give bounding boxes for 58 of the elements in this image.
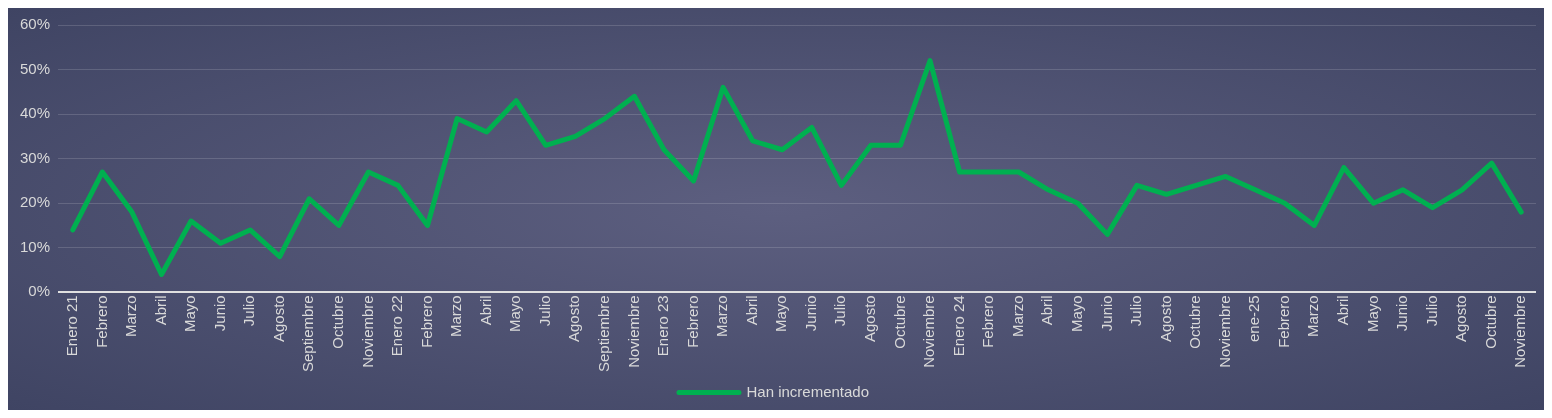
x-tick-label: Enero 22	[388, 295, 406, 357]
x-tick-label: Junio	[1393, 295, 1411, 332]
x-tick-label: Junio	[801, 295, 819, 332]
x-tick-label: Marzo	[713, 295, 731, 337]
x-tick-label: Febrero	[979, 295, 997, 348]
x-tick-label: Febrero	[683, 295, 701, 348]
x-tick-label: Julio	[1422, 295, 1440, 327]
x-tick-label: Octubre	[1186, 295, 1204, 349]
x-tick-label: Abril	[742, 295, 760, 326]
x-tick-label: Febrero	[1274, 295, 1292, 348]
x-tick-label: Enero 24	[949, 295, 967, 357]
x-tick-label: Mayo	[772, 295, 790, 332]
x-tick-label: Junio	[210, 295, 228, 332]
x-tick-label: Marzo	[1304, 295, 1322, 337]
x-tick-label: Junio	[1097, 295, 1115, 332]
x-tick-label: Mayo	[1067, 295, 1085, 332]
x-tick-label: Abril	[1334, 295, 1351, 326]
x-tick-label: Octubre	[890, 295, 908, 349]
y-tick-label: 60%	[19, 15, 51, 33]
x-tick-label: Septiembre	[595, 295, 613, 373]
x-tick-label: Noviembre	[624, 295, 642, 368]
legend-label: Han incrementado	[746, 382, 870, 400]
x-tick-label: Julio	[831, 295, 849, 327]
x-tick-label: Marzo	[122, 295, 140, 337]
x-tick-label: Noviembre	[1215, 295, 1233, 368]
y-tick-label: 50%	[19, 59, 51, 77]
y-tick-label: 0%	[28, 282, 51, 300]
x-tick-label: Enero 23	[654, 295, 672, 357]
x-tick-label: Marzo	[1008, 295, 1026, 337]
x-tick-label: Febrero	[92, 295, 110, 348]
x-tick-label: Noviembre	[358, 295, 376, 368]
x-tick-label: Febrero	[417, 295, 435, 348]
x-tick-label: Agosto	[1156, 295, 1174, 342]
x-tick-label: Agosto	[269, 295, 287, 342]
x-tick-label: Mayo	[1363, 295, 1381, 332]
x-tick-label: Abril	[1038, 295, 1056, 326]
x-tick-label: ene-25	[1245, 295, 1263, 343]
x-tick-label: Octubre	[328, 295, 346, 349]
x-tick-label: Abril	[151, 295, 169, 326]
x-tick-label: Marzo	[447, 295, 465, 337]
x-tick-label: Mayo	[506, 295, 524, 332]
x-tick-label: Julio	[240, 295, 258, 327]
y-tick-label: 30%	[19, 148, 51, 166]
x-tick-label: Agosto	[1452, 295, 1470, 342]
x-tick-label: Noviembre	[1511, 295, 1529, 368]
x-tick-label: Agosto	[565, 295, 583, 342]
x-tick-label: Noviembre	[920, 295, 938, 368]
x-tick-label: Agosto	[861, 295, 879, 342]
x-tick-label: Abril	[476, 295, 494, 326]
y-tick-label: 20%	[19, 193, 51, 211]
x-tick-label: Julio	[1127, 295, 1145, 327]
x-tick-label: Julio	[535, 295, 553, 327]
x-tick-label: Mayo	[181, 295, 199, 332]
y-tick-label: 40%	[19, 104, 51, 122]
y-tick-label: 10%	[19, 237, 51, 255]
x-tick-label: Octubre	[1481, 295, 1499, 349]
x-tick-label: Enero 21	[62, 295, 80, 357]
x-tick-label: Septiembre	[299, 295, 317, 373]
